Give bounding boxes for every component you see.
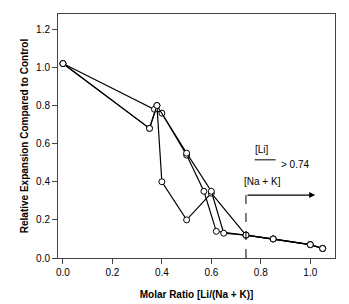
svg-text:0.2: 0.2: [105, 267, 119, 278]
svg-text:0.2: 0.2: [36, 214, 50, 225]
svg-text:0.4: 0.4: [36, 176, 50, 187]
svg-text:0.0: 0.0: [56, 267, 70, 278]
svg-text:0.8: 0.8: [36, 100, 50, 111]
svg-text:0.4: 0.4: [155, 267, 169, 278]
svg-text:0.6: 0.6: [204, 267, 218, 278]
svg-text:[Na + K]: [Na + K]: [244, 176, 281, 187]
svg-text:Relative Expansion Compared to: Relative Expansion Compared to Control: [19, 39, 30, 234]
svg-text:0.0: 0.0: [36, 253, 50, 264]
svg-text:> 0.74: > 0.74: [281, 159, 310, 170]
svg-text:0.6: 0.6: [36, 138, 50, 149]
svg-text:1.0: 1.0: [36, 62, 50, 73]
svg-text:Molar Ratio [Li/(Na + K)]: Molar Ratio [Li/(Na + K)]: [140, 289, 254, 300]
svg-text:0.8: 0.8: [254, 267, 268, 278]
svg-text:1.0: 1.0: [303, 267, 317, 278]
svg-text:1.2: 1.2: [36, 24, 50, 35]
svg-text:[Li]: [Li]: [255, 144, 269, 155]
